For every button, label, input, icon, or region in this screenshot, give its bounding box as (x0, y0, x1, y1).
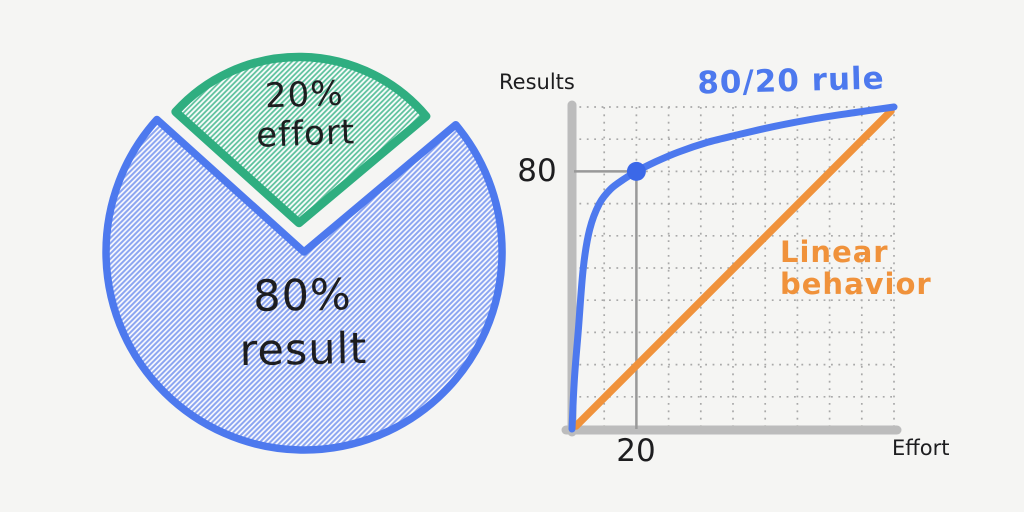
pie-label-effort: 20% effort (255, 73, 356, 156)
pie-chart (102, 52, 506, 454)
pie-label-result: 80% result (239, 270, 368, 376)
marker-point-20-80 (626, 161, 646, 181)
curve-annotation-8020-rule: 80/20 rule (696, 60, 886, 102)
line-annotation-linear-behavior: Linear behavior (780, 235, 932, 302)
pie-slice-result (102, 115, 506, 454)
x-tick-20: 20 (616, 433, 656, 469)
y-axis-title: Results (499, 70, 575, 94)
line-chart (561, 100, 902, 437)
linear-line (572, 107, 895, 430)
pie-slice-effort (171, 52, 431, 228)
y-tick-80: 80 (517, 153, 557, 189)
x-axis-title: Effort (892, 436, 950, 460)
